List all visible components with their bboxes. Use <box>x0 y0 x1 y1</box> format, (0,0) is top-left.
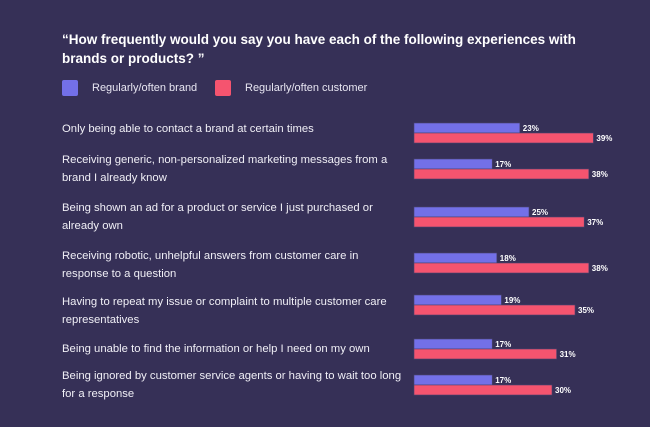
data-label: 17% <box>495 340 511 349</box>
data-label: 38% <box>592 170 608 179</box>
data-label: 17% <box>495 160 511 169</box>
data-label: 25% <box>532 208 548 217</box>
bar-brand <box>413 122 521 134</box>
bar-customer <box>413 384 553 396</box>
bar-brand <box>413 338 493 350</box>
bar-customer <box>413 262 590 274</box>
data-label: 31% <box>560 350 576 359</box>
category-label: Being unable to find the information or … <box>62 343 370 355</box>
legend-label-customer: Regularly/often customer <box>245 82 368 94</box>
legend-label-brand: Regularly/often brand <box>92 82 198 94</box>
bar-brand <box>413 206 530 218</box>
category-label: Receiving robotic, unhelpful answers fro… <box>62 250 359 280</box>
category-label: Having to repeat my issue or complaint t… <box>62 296 387 326</box>
legend-item-brand: Regularly/often brand <box>62 80 197 96</box>
category-label: Only being able to contact a brand at ce… <box>62 123 314 135</box>
bar-customer <box>413 132 594 144</box>
category-label: Receiving generic, non-personalized mark… <box>62 154 388 184</box>
bar-brand <box>413 374 493 386</box>
data-label: 17% <box>495 376 511 385</box>
legend-item-customer: Regularly/often customer <box>215 80 367 96</box>
data-label: 37% <box>587 218 603 227</box>
legend-swatch-brand <box>62 80 78 96</box>
bar-customer <box>413 304 576 316</box>
data-label: 18% <box>500 254 516 263</box>
category-label: Being ignored by customer service agents… <box>62 370 402 400</box>
data-label: 39% <box>596 134 612 143</box>
data-label: 35% <box>578 306 594 315</box>
data-label: 23% <box>523 124 539 133</box>
chart-title: “How frequently would you say you have e… <box>62 32 576 66</box>
category-label: Being shown an ad for a product or servi… <box>62 202 373 232</box>
data-label: 38% <box>592 264 608 273</box>
bar-brand <box>413 158 493 170</box>
data-label: 30% <box>555 386 571 395</box>
legend-swatch-customer <box>215 80 231 96</box>
bar-customer <box>413 168 590 180</box>
bar-brand <box>413 252 498 264</box>
bar-customer <box>413 348 557 360</box>
bar-brand <box>413 294 502 306</box>
data-label: 19% <box>504 296 520 305</box>
bar-customer <box>413 216 585 228</box>
